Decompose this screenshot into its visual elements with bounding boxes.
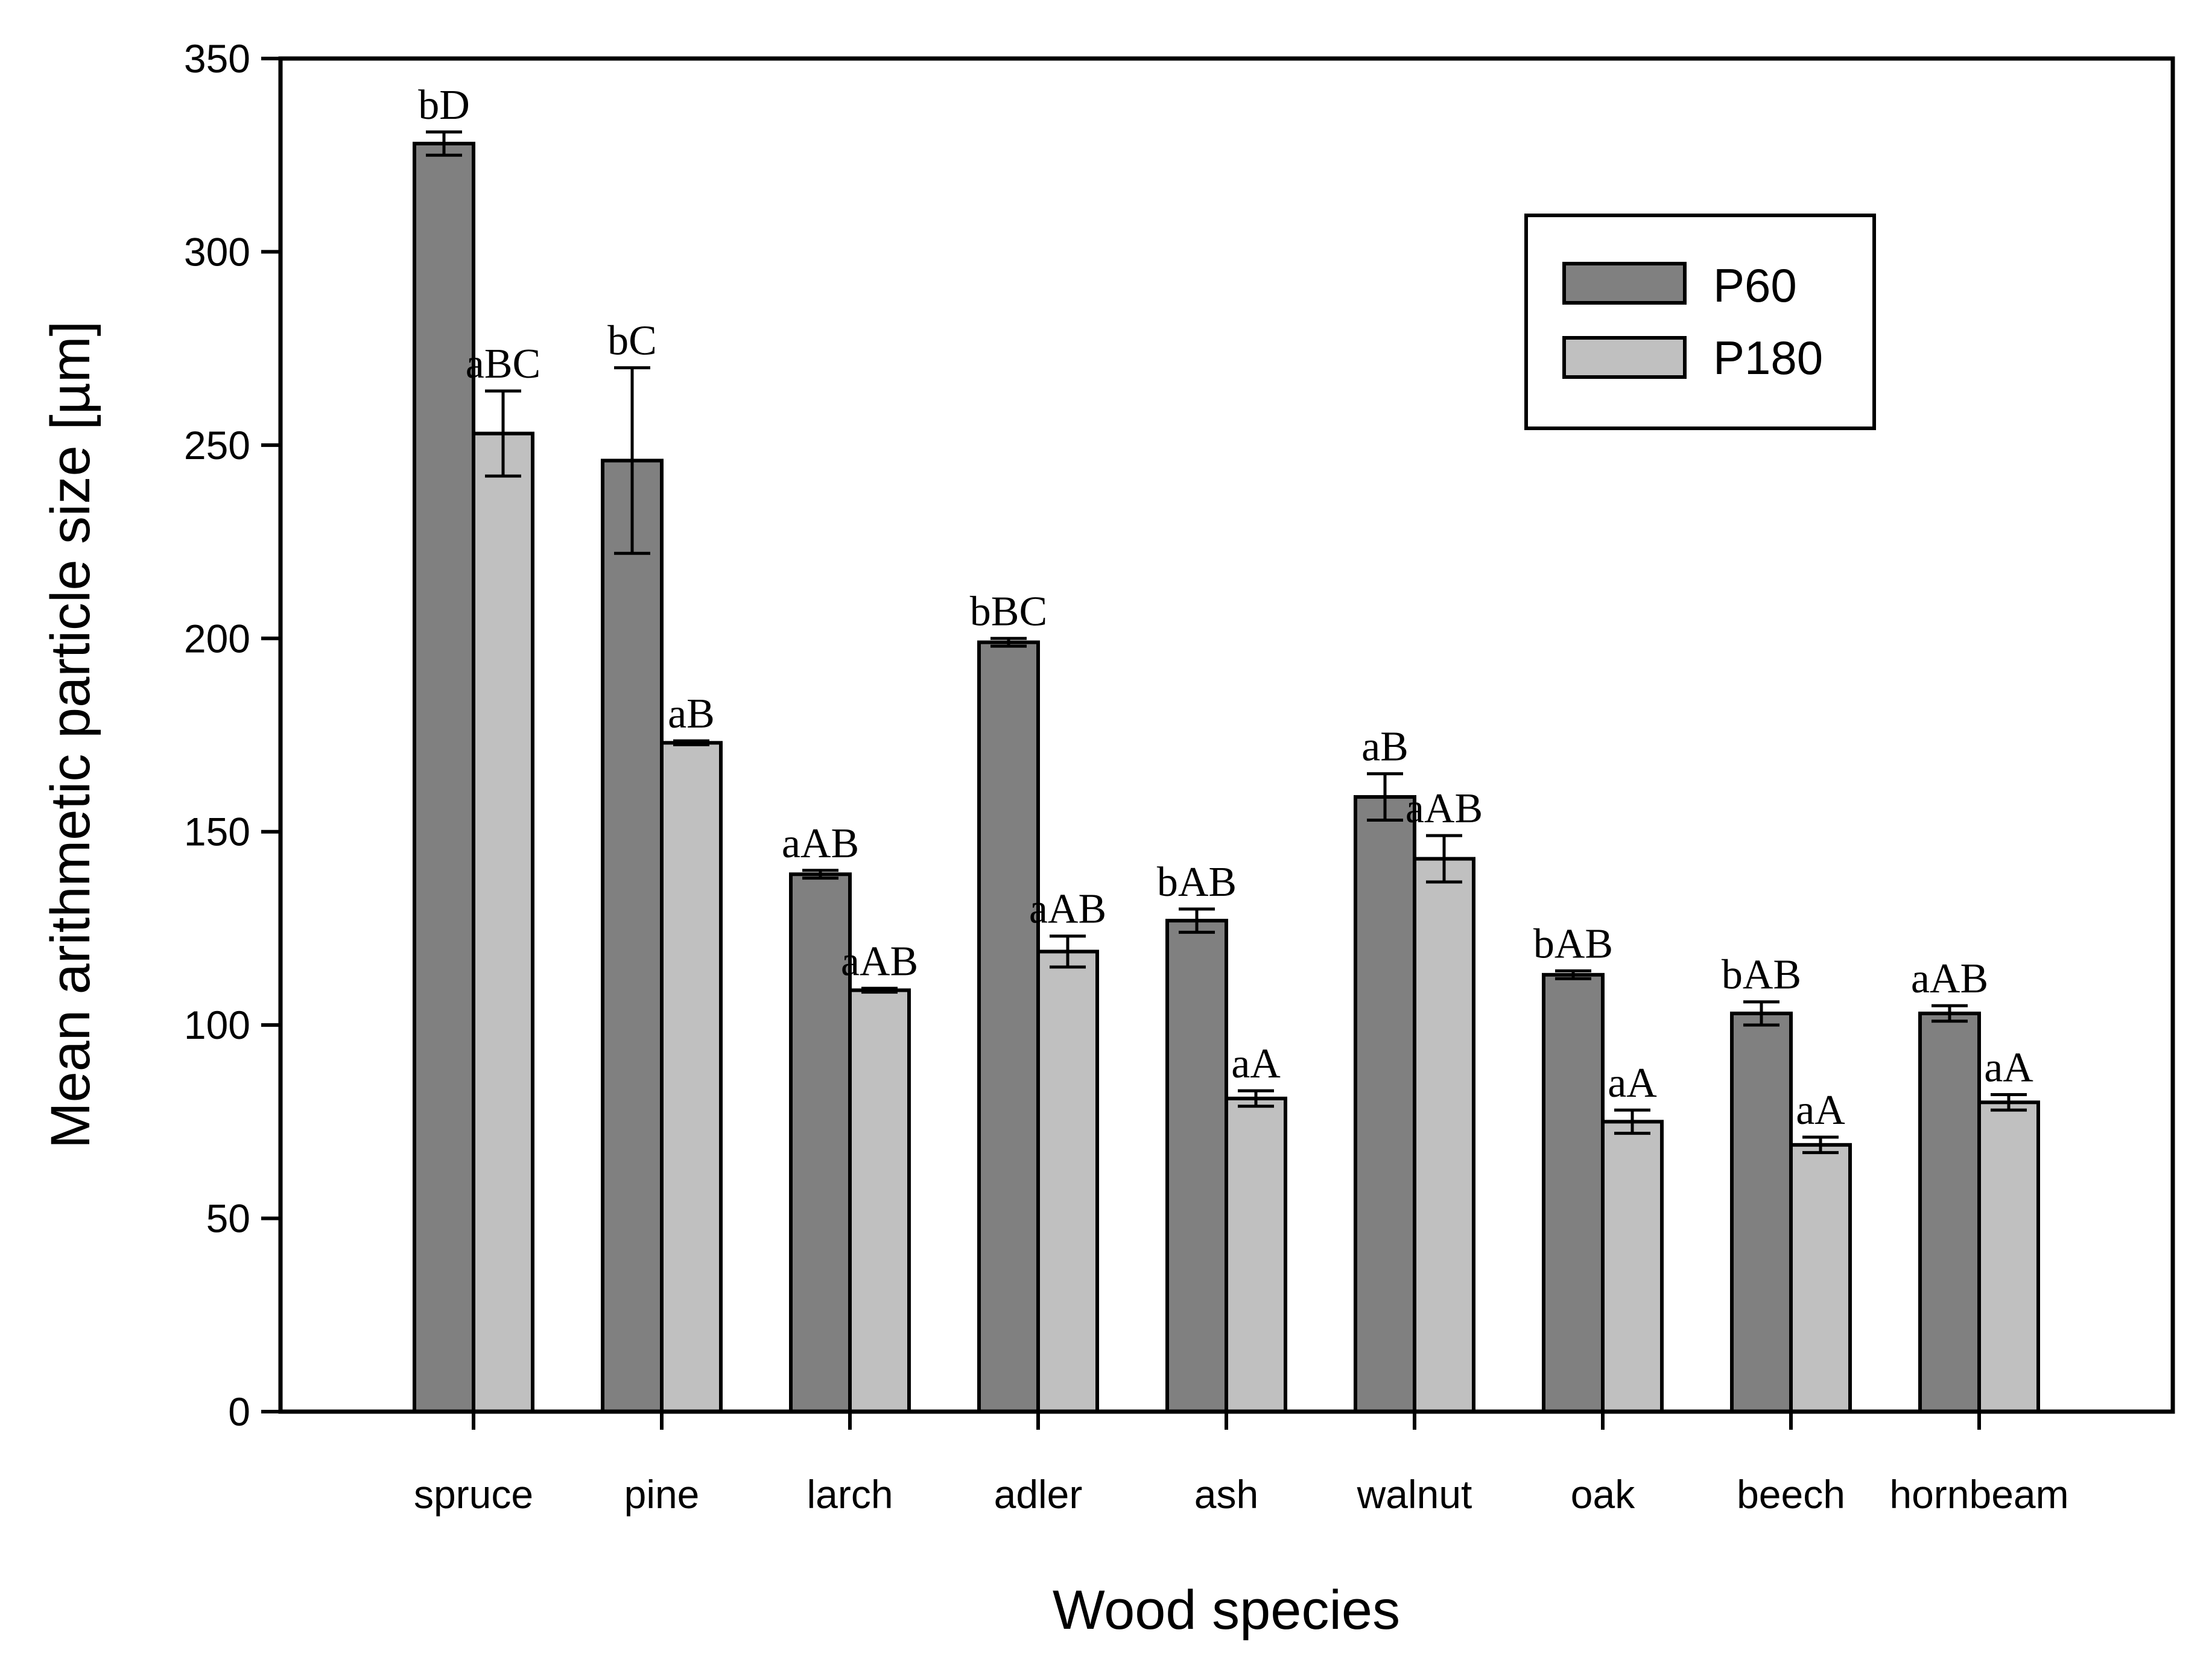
error-bar-p60-pine	[614, 366, 650, 555]
error-bar-p60-adler	[990, 636, 1027, 648]
bar-p60-ash	[1165, 919, 1228, 1413]
x-tick-label-beech: beech	[1737, 1472, 1845, 1517]
error-bar-p60-larch	[802, 869, 838, 880]
significance-label-p180-ash: aA	[1231, 1041, 1281, 1087]
bars-layer	[413, 130, 2040, 1414]
y-tick-label: 0	[228, 1389, 250, 1434]
error-bar-p180-spruce	[485, 389, 521, 478]
significance-label-p60-ash: bAB	[1157, 859, 1237, 905]
significance-label-p180-oak: aA	[1608, 1060, 1657, 1106]
bar-p180-pine	[660, 741, 723, 1413]
significance-label-p60-hornbeam: aAB	[1911, 956, 1988, 1002]
error-bar-p60-hornbeam	[1932, 1004, 1968, 1023]
bar-p180-adler	[1036, 950, 1099, 1413]
bar-p180-walnut	[1413, 857, 1475, 1414]
significance-label-p60-beech: bAB	[1722, 952, 1801, 998]
y-tick-label: 50	[206, 1196, 250, 1241]
bar-p180-beech	[1789, 1143, 1852, 1414]
group-labels-layer: bD aBC bC aB aAB aAB bBC aAB bAB aA aB aAB bAB aA bAB a…	[418, 82, 2033, 1134]
y-tick-label: 100	[184, 1003, 250, 1047]
significance-label-p60-oak: bAB	[1533, 921, 1613, 967]
x-tick-label-spruce: spruce	[414, 1472, 533, 1517]
legend-box	[1524, 214, 1876, 430]
significance-label-p180-walnut: aAB	[1405, 785, 1483, 832]
bar-p180-oak	[1601, 1120, 1664, 1414]
x-tick-label-pine: pine	[624, 1472, 700, 1517]
x-tick-label-oak: oak	[1571, 1472, 1635, 1517]
y-tick-label: 350	[184, 36, 250, 81]
legend-swatch-p60	[1562, 262, 1687, 305]
legend: P60 P180	[1524, 214, 1876, 430]
legend-swatch-p180	[1562, 336, 1687, 379]
significance-label-p60-pine: bC	[607, 318, 657, 364]
significance-label-p60-spruce: bD	[418, 82, 470, 128]
bar-p180-larch	[848, 988, 911, 1413]
significance-label-p180-larch: aAB	[841, 938, 918, 985]
x-axis-title: Wood species	[1053, 1579, 1400, 1641]
error-bar-p60-walnut	[1367, 772, 1403, 822]
x-tick-label-ash: ash	[1194, 1472, 1258, 1517]
error-bar-p180-hornbeam	[1991, 1093, 2027, 1112]
y-tick-label: 250	[184, 423, 250, 468]
error-bar-p180-pine	[673, 739, 709, 747]
significance-label-p60-walnut: aB	[1361, 724, 1409, 770]
legend-label-p180: P180	[1713, 331, 1823, 384]
x-tick-label-hornbeam: hornbeam	[1889, 1472, 2068, 1517]
y-tick-label: 200	[184, 616, 250, 661]
bar-p180-ash	[1225, 1096, 1287, 1414]
y-axis-title: Mean arithmetic particle size [µm]	[40, 321, 101, 1149]
significance-label-p60-adler: bBC	[970, 588, 1047, 635]
bar-p180-hornbeam	[1977, 1100, 2040, 1414]
bar-p60-hornbeam	[1918, 1011, 1981, 1413]
y-axis: 0 50 100 150 200 250 300 350	[184, 36, 280, 1434]
significance-label-p180-adler: aAB	[1029, 886, 1106, 933]
error-bar-p180-ash	[1238, 1089, 1274, 1108]
error-bar-p180-larch	[861, 986, 898, 994]
significance-label-p180-spruce: aBC	[466, 341, 540, 387]
y-tick-label: 300	[184, 229, 250, 274]
bar-p60-beech	[1730, 1011, 1793, 1413]
bar-p60-pine	[601, 458, 664, 1413]
error-bar-p60-beech	[1743, 1000, 1779, 1027]
bar-p180-spruce	[472, 431, 534, 1413]
bar-p60-oak	[1542, 972, 1605, 1413]
significance-label-p180-pine: aB	[668, 691, 715, 737]
x-tick-label-adler: adler	[994, 1472, 1083, 1517]
error-bar-p180-walnut	[1426, 834, 1462, 884]
error-bar-p180-oak	[1614, 1108, 1650, 1135]
bar-p60-adler	[977, 640, 1040, 1413]
error-bar-p180-beech	[1802, 1135, 1839, 1155]
error-bar-p60-oak	[1555, 969, 1591, 980]
significance-label-p180-beech: aA	[1796, 1087, 1845, 1134]
x-tick-label-walnut: walnut	[1357, 1472, 1472, 1517]
error-bar-p60-spruce	[426, 130, 462, 157]
significance-label-p60-larch: aAB	[782, 820, 859, 867]
x-axis: spruce pine larch adler ash walnut oak beech hor…	[414, 1412, 2069, 1517]
y-tick-label: 150	[184, 810, 250, 854]
x-tick-label-larch: larch	[807, 1472, 893, 1517]
error-bar-p180-adler	[1050, 934, 1086, 969]
bar-p60-spruce	[413, 141, 475, 1414]
error-bar-p60-ash	[1179, 907, 1215, 934]
bar-p60-walnut	[1354, 795, 1416, 1413]
legend-label-p60: P60	[1713, 259, 1797, 312]
significance-label-p180-hornbeam: aA	[1984, 1044, 2033, 1091]
